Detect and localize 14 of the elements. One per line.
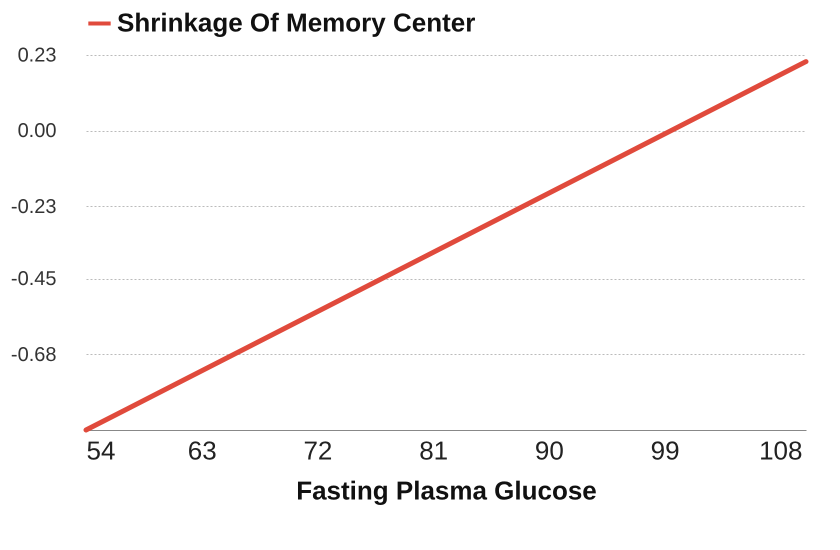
x-tick-label: 90	[534, 436, 564, 466]
y-tick-label: -0.68	[10, 344, 56, 366]
y-tick-label: -0.23	[10, 196, 56, 218]
y-tick-label: 0.00	[18, 120, 56, 142]
x-tick-label: 63	[188, 436, 217, 466]
legend-label: Shrinkage Of Memory Center	[117, 8, 476, 38]
x-axis-title: Fasting Plasma Glucose	[296, 476, 597, 506]
y-tick-label: -0.45	[10, 268, 56, 290]
x-tick-label: 99	[650, 436, 680, 466]
x-tick-label: 72	[303, 436, 332, 466]
y-tick-label: 0.23	[18, 44, 56, 66]
x-tick-label: 108	[759, 436, 802, 466]
x-tick-label: 81	[419, 436, 448, 466]
x-tick-label: 54	[86, 436, 116, 466]
